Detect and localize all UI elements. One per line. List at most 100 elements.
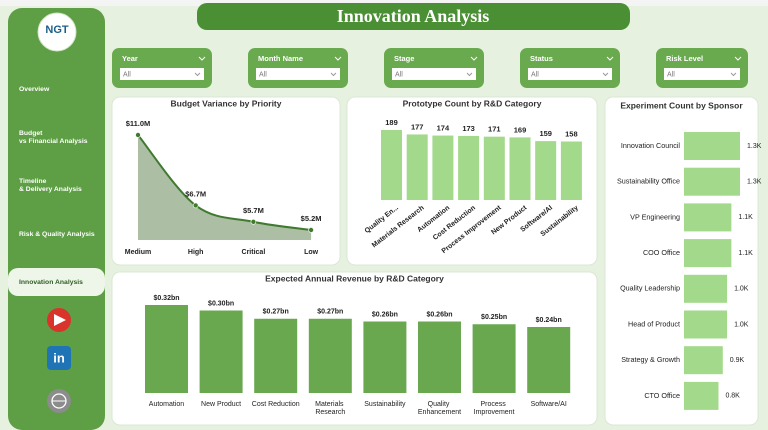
x-tick-label: Materials Research: [315, 401, 345, 416]
value-label: $5.7M: [243, 206, 264, 215]
filter-input[interactable]: [664, 68, 740, 80]
linkedin-icon[interactable]: [47, 346, 71, 370]
x-tick-label: New Product: [201, 401, 241, 408]
bar: [483, 136, 505, 200]
value-label: $5.2M: [301, 214, 322, 223]
bar: [308, 318, 352, 393]
bar: [560, 141, 582, 200]
value-label: 1.0K: [734, 286, 749, 293]
value-label: $0.26bn: [426, 311, 452, 318]
x-tick-label: Cost Reduction: [252, 401, 300, 408]
x-tick-label: Process Improvement: [474, 401, 515, 416]
x-tick-label: Automation: [149, 401, 185, 408]
bar: [684, 346, 723, 375]
filter-chevron: [198, 56, 206, 61]
filter-label: Status: [530, 54, 553, 63]
y-tick-label: CTO Office: [644, 391, 680, 400]
filter-input-chevron: [330, 72, 337, 77]
filter-input[interactable]: [528, 68, 612, 80]
chart-title: Prototype Count by R&D Category: [403, 98, 542, 108]
chart-title: Budget Variance by Priority: [170, 98, 281, 108]
nav-item[interactable]: Budget vs Financial Analysis: [19, 130, 88, 145]
filter-input-chevron: [730, 72, 737, 77]
youtube-play: [54, 314, 66, 326]
bar: [363, 321, 407, 393]
area-line: [137, 134, 312, 231]
nav-item[interactable]: Innovation Analysis: [19, 279, 83, 286]
bar: [684, 381, 719, 410]
chart-title: Experiment Count by Sponsor: [620, 100, 743, 110]
filter-input[interactable]: [256, 68, 340, 80]
linkedin-glyph: in: [53, 350, 65, 365]
filter-value: All: [395, 71, 403, 78]
nav-item[interactable]: Timeline & Delivery Analysis: [19, 178, 82, 193]
filter-chevron: [470, 56, 478, 61]
value-label: 1.3K: [747, 179, 762, 186]
value-label: $11.0M: [126, 119, 151, 128]
value-label: 158: [565, 129, 578, 138]
bar: [458, 135, 480, 200]
filter-value: All: [531, 71, 539, 78]
value-label: 0.8K: [725, 393, 740, 400]
area-fill: [138, 135, 312, 240]
point: [135, 132, 141, 138]
bar: [535, 141, 557, 200]
value-label: 1.1K: [738, 214, 753, 221]
x-tick-label: Critical: [242, 249, 266, 256]
point: [192, 202, 199, 209]
value-label: $0.27bn: [263, 309, 289, 316]
value-label: 177: [411, 122, 424, 131]
bar: [684, 274, 728, 303]
logo-text: NGT: [45, 24, 69, 36]
value-label: $0.24bn: [536, 317, 562, 324]
bar: [509, 137, 531, 200]
sidebar: [8, 8, 105, 430]
filter-chevron: [334, 56, 342, 61]
bar: [381, 130, 402, 200]
value-label: 189: [385, 118, 398, 127]
point: [308, 227, 314, 233]
filter-input-chevron: [602, 72, 609, 77]
page-title: Innovation Analysis: [337, 6, 490, 26]
bar: [527, 327, 571, 393]
y-tick-label: Quality Leadership: [620, 284, 680, 293]
filter-input[interactable]: [120, 68, 204, 80]
y-tick-label: Innovation Council: [621, 141, 681, 150]
value-label: 159: [539, 129, 552, 138]
x-tick-label: Sustainability: [364, 401, 406, 408]
value-label: $0.30bn: [208, 300, 234, 307]
value-label: 0.9K: [730, 357, 745, 364]
value-label: 1.0K: [734, 321, 749, 328]
value-label: $6.7M: [185, 189, 206, 198]
y-tick-label: COO Office: [643, 248, 680, 257]
point: [250, 219, 257, 225]
logo: [37, 12, 77, 52]
bar: [145, 305, 188, 393]
bar: [684, 310, 728, 339]
filter-input[interactable]: [392, 68, 476, 80]
header-bar: [197, 3, 630, 30]
x-tick-label: Software/AI: [531, 401, 567, 408]
filter-label: Year: [122, 54, 138, 63]
filter-value: All: [667, 71, 675, 78]
value-label: 171: [488, 125, 501, 134]
value-label: 1.1K: [738, 250, 753, 257]
filter-label: Month Name: [258, 54, 303, 63]
nav-item[interactable]: Risk & Quality Analysis: [19, 231, 95, 238]
bar: [418, 321, 461, 393]
filter-label: Risk Level: [666, 54, 703, 63]
y-tick-label: Sustainability Office: [617, 177, 680, 186]
bar: [684, 239, 732, 268]
filter-input-chevron: [466, 72, 473, 77]
value-label: $0.32bn: [153, 295, 179, 302]
nav-active-bg: [8, 268, 105, 296]
filter-chevron: [606, 56, 614, 61]
filter-input-chevron: [194, 72, 201, 77]
filter-chevron: [734, 56, 742, 61]
bar: [254, 318, 298, 393]
value-label: $0.27bn: [317, 309, 343, 316]
nav-item[interactable]: Overview: [19, 86, 50, 93]
filter-value: All: [259, 71, 267, 78]
